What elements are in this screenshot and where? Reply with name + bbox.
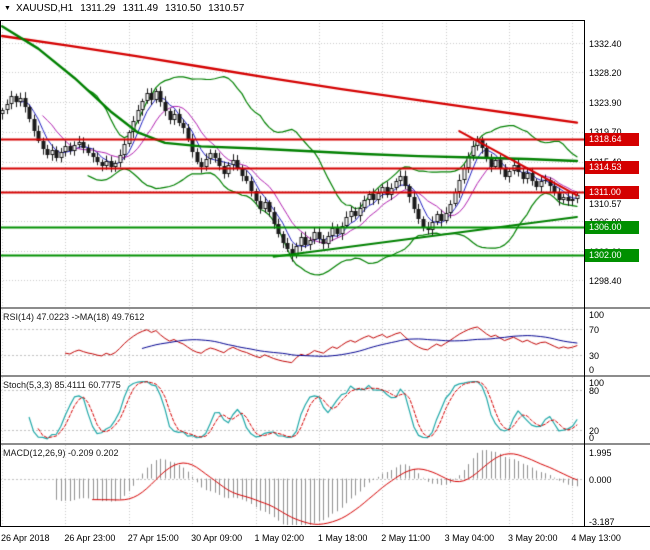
time-axis-label: 1 May 02:00 (254, 533, 305, 543)
price-tick-label: 1328.20 (589, 67, 622, 78)
rsi-indicator-label: RSI(14) 47.0223 ->MA(18) 49.7612 (3, 312, 145, 322)
time-axis-label: 26 Apr 2018 (1, 533, 50, 543)
stoch-tick-label: 0 (589, 433, 595, 443)
macd-tick-label: 0.000 (589, 474, 612, 485)
time-axis-label: 3 May 04:00 (444, 533, 495, 543)
rsi-tick-label: 100 (589, 310, 605, 320)
time-axis-label: 30 Apr 09:00 (191, 533, 243, 543)
time-axis-label: 27 Apr 15:00 (127, 533, 179, 543)
macd-pane-canvas[interactable] (0, 445, 584, 527)
price-tick-label: 1319.70 (589, 127, 622, 137)
time-axis-label: 2 May 11:00 (381, 533, 431, 543)
time-axis-label: 3 May 20:00 (508, 533, 558, 543)
chart-dropdown-icon[interactable]: ▼ (4, 5, 11, 12)
price-level-badge: 1318.64 (585, 132, 639, 146)
ohlc-high-value: 1311.49 (122, 3, 158, 14)
time-axis-label: 4 May 13:00 (571, 533, 621, 543)
time-axis[interactable]: 26 Apr 2018 26 Apr 23:00 27 Apr 15:00 30 Ap… (0, 526, 650, 550)
price-level-badge: 1302.00 (585, 248, 639, 262)
current-price-label: 1310.57 (589, 199, 622, 210)
rsi-tick-label: 30 (589, 351, 600, 362)
price-axis[interactable]: 1332.401328.201323.901319.701315.401311.… (585, 0, 650, 527)
rsi-tick-label: 0 (589, 365, 595, 375)
stoch-tick-label: 20 (589, 425, 600, 436)
time-axis-label: 1 May 18:00 (317, 533, 368, 543)
price-level-badge: 1314.53 (585, 161, 639, 175)
pane-separator[interactable] (0, 307, 650, 309)
symbol-period-label: XAUUSD,H1 (15, 3, 74, 14)
stochastic-pane-canvas[interactable] (0, 377, 584, 443)
time-axis-label: 26 Apr 23:00 (64, 533, 116, 543)
rsi-tick-label: 70 (589, 324, 600, 335)
macd-indicator-label: MACD(12,26,9) -0.209 0.202 (3, 448, 119, 458)
stochastic-indicator-label: Stoch(5,3,3) 85.4111 60.7775 (3, 380, 121, 390)
macd-tick-label: -3.187 (589, 517, 615, 527)
price-tick-label: 1323.90 (589, 97, 622, 108)
main-chart-canvas[interactable] (0, 20, 584, 307)
stoch-tick-label: 100 (589, 378, 605, 388)
ohlc-low-value: 1310.50 (165, 3, 202, 14)
price-tick-label: 1298.40 (589, 275, 622, 286)
macd-tick-label: 1.995 (589, 447, 612, 458)
stoch-tick-label: 80 (589, 386, 600, 397)
pane-separator[interactable] (0, 375, 650, 377)
chart-header: ▼ XAUUSD,H1 1311.29 1311.49 1310.50 1310… (4, 3, 244, 14)
ohlc-close-value: 1310.57 (208, 3, 245, 14)
price-level-badge: 1311.00 (585, 185, 639, 199)
price-level-badge: 1306.00 (585, 220, 639, 234)
pane-separator[interactable] (0, 443, 650, 445)
price-tick-label: 1332.40 (589, 38, 622, 49)
rsi-pane-canvas[interactable] (0, 309, 584, 375)
ohlc-open-value: 1311.29 (80, 3, 116, 14)
